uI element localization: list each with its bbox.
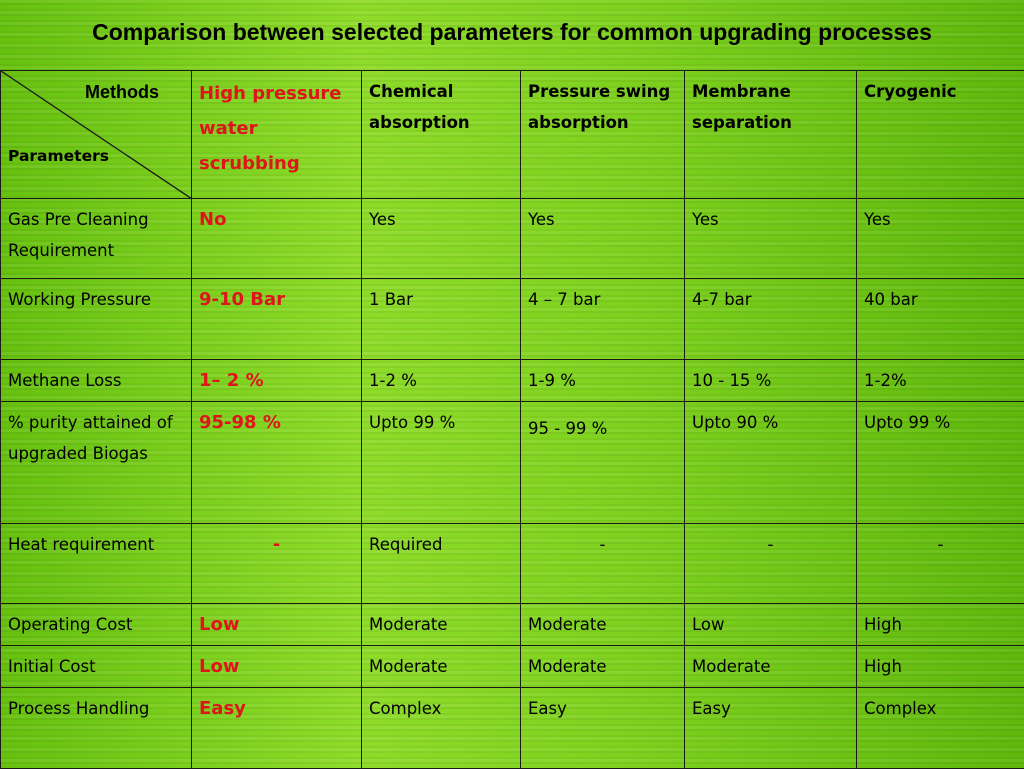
- table-cell: High: [857, 604, 1024, 646]
- table-cell: Easy: [521, 688, 685, 769]
- comparison-table: Methods Parameters High pressure water s…: [0, 70, 1024, 769]
- table-cell: 1-9 %: [521, 360, 685, 402]
- page-title: Comparison between selected parameters f…: [0, 0, 1024, 70]
- table-cell: 1-2%: [857, 360, 1024, 402]
- table-cell: Moderate: [521, 646, 685, 688]
- table-cell: -: [192, 524, 362, 604]
- column-header-cryogenic: Cryogenic: [857, 71, 1024, 199]
- corner-header-cell: Methods Parameters: [1, 71, 192, 199]
- table-cell: Yes: [685, 199, 857, 279]
- table-cell: Upto 90 %: [685, 402, 857, 524]
- column-header-chemical: Chemical absorption: [362, 71, 521, 199]
- table-cell: Yes: [362, 199, 521, 279]
- table-cell: 1-2 %: [362, 360, 521, 402]
- table-cell: 95 - 99 %: [521, 402, 685, 524]
- row-label: Operating Cost: [1, 604, 192, 646]
- table-cell: High: [857, 646, 1024, 688]
- table-row: Process Handling Easy Complex Easy Easy …: [1, 688, 1024, 769]
- column-header-psa: Pressure swing absorption: [521, 71, 685, 199]
- table-row: Heat requirement - Required - - -: [1, 524, 1024, 604]
- table-cell: Easy: [685, 688, 857, 769]
- table-cell: Moderate: [685, 646, 857, 688]
- table-cell: Yes: [857, 199, 1024, 279]
- table-cell: Moderate: [362, 646, 521, 688]
- table-cell: 1 Bar: [362, 279, 521, 360]
- column-header-membrane: Membrane separation: [685, 71, 857, 199]
- column-header-hpws: High pressure water scrubbing: [192, 71, 362, 199]
- parameters-label: Parameters: [8, 141, 109, 172]
- table-cell: 4 – 7 bar: [521, 279, 685, 360]
- table-row: Working Pressure 9-10 Bar 1 Bar 4 – 7 ba…: [1, 279, 1024, 360]
- table-cell: No: [192, 199, 362, 279]
- row-label: % purity attained of upgraded Biogas: [1, 402, 192, 524]
- table-row: Operating Cost Low Moderate Moderate Low…: [1, 604, 1024, 646]
- row-label: Working Pressure: [1, 279, 192, 360]
- table-cell: Yes: [521, 199, 685, 279]
- table-cell: Complex: [362, 688, 521, 769]
- table-row: % purity attained of upgraded Biogas 95-…: [1, 402, 1024, 524]
- table-cell: Required: [362, 524, 521, 604]
- table-cell: Moderate: [362, 604, 521, 646]
- table-cell: -: [685, 524, 857, 604]
- table-cell: 4-7 bar: [685, 279, 857, 360]
- table-cell: 40 bar: [857, 279, 1024, 360]
- row-label: Methane Loss: [1, 360, 192, 402]
- table-cell: Low: [192, 604, 362, 646]
- table-cell: Low: [685, 604, 857, 646]
- table-cell: Easy: [192, 688, 362, 769]
- table-cell: 1– 2 %: [192, 360, 362, 402]
- table-row: Gas Pre Cleaning Requirement No Yes Yes …: [1, 199, 1024, 279]
- row-label: Initial Cost: [1, 646, 192, 688]
- table-cell: 10 - 15 %: [685, 360, 857, 402]
- table-row: Initial Cost Low Moderate Moderate Moder…: [1, 646, 1024, 688]
- table-cell: 9-10 Bar: [192, 279, 362, 360]
- table-cell: Upto 99 %: [362, 402, 521, 524]
- table-cell: Upto 99 %: [857, 402, 1024, 524]
- table-cell: Moderate: [521, 604, 685, 646]
- row-label: Heat requirement: [1, 524, 192, 604]
- table-cell: -: [857, 524, 1024, 604]
- table-cell-text: 95 - 99 %: [528, 413, 607, 444]
- table-cell: 95-98 %: [192, 402, 362, 524]
- table-cell: Complex: [857, 688, 1024, 769]
- row-label: Process Handling: [1, 688, 192, 769]
- header-row: Methods Parameters High pressure water s…: [1, 71, 1024, 199]
- methods-label: Methods: [85, 77, 159, 108]
- table-cell: Low: [192, 646, 362, 688]
- row-label: Gas Pre Cleaning Requirement: [1, 199, 192, 279]
- table-cell: -: [521, 524, 685, 604]
- table-row: Methane Loss 1– 2 % 1-2 % 1-9 % 10 - 15 …: [1, 360, 1024, 402]
